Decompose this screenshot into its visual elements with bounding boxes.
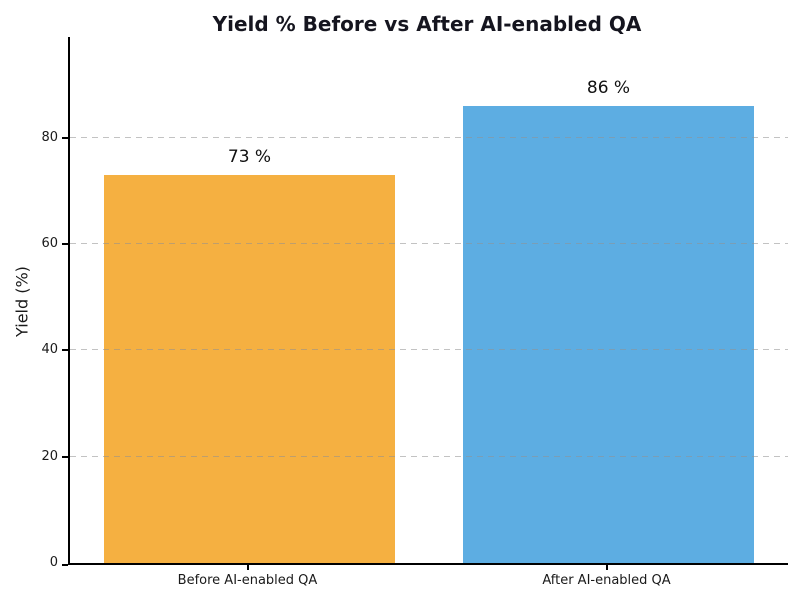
bar-0 bbox=[104, 174, 395, 563]
x-tick-label-0: Before AI-enabled QA bbox=[177, 573, 318, 588]
x-tick-label-1: After AI-enabled QA bbox=[542, 573, 671, 588]
gridline-y-80 bbox=[70, 136, 788, 139]
y-tick-label-0: 0 bbox=[49, 555, 58, 570]
x-tick-mark-0 bbox=[246, 565, 249, 570]
y-tick-mark-0 bbox=[62, 564, 68, 566]
y-tick-label-80: 80 bbox=[41, 129, 58, 145]
y-tick-mark-60 bbox=[62, 242, 68, 245]
gridline-y-40 bbox=[70, 349, 788, 352]
y-tick-mark-80 bbox=[62, 136, 68, 139]
y-tick-mark-40 bbox=[62, 349, 68, 352]
y-tick-label-20: 20 bbox=[41, 448, 58, 464]
gridline-y-60 bbox=[70, 242, 788, 245]
y-tick-label-60: 60 bbox=[41, 235, 58, 251]
bar-value-label-0: 73 % bbox=[227, 146, 272, 167]
gridline-y-20 bbox=[70, 455, 788, 458]
bar-value-label-1: 86 % bbox=[586, 77, 631, 98]
plot-area: 73 % 86 % bbox=[68, 37, 788, 565]
x-tick-mark-1 bbox=[605, 565, 608, 570]
chart-title: Yield % Before vs After AI-enabled QA bbox=[212, 12, 642, 36]
y-tick-label-40: 40 bbox=[41, 342, 58, 358]
bar-1 bbox=[463, 105, 754, 563]
y-tick-mark-20 bbox=[62, 455, 68, 458]
